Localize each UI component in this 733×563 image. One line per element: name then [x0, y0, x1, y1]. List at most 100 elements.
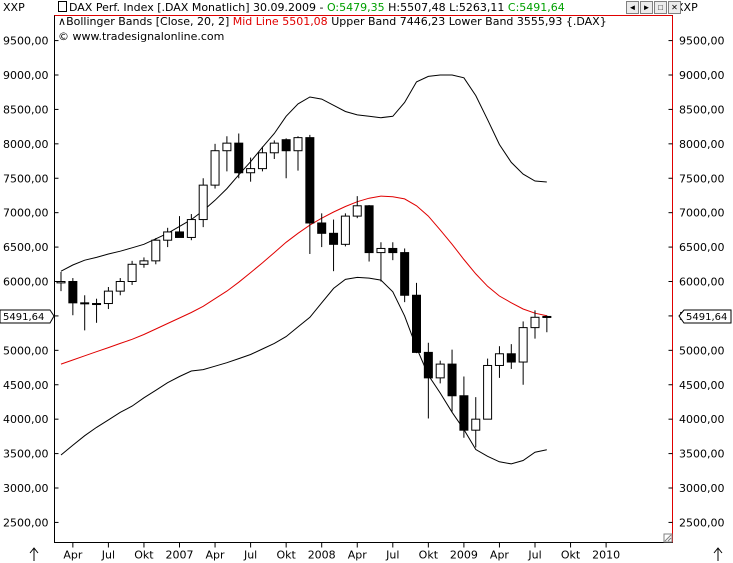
scroll-right-arrow-icon[interactable]: [713, 547, 723, 561]
candle: [80, 295, 90, 331]
y-tick-label-right: 6500,00: [679, 241, 725, 254]
scroll-left-arrow-icon[interactable]: [29, 547, 39, 561]
candle: [317, 213, 327, 248]
candle: [542, 315, 552, 333]
x-tick-label: 2008: [308, 549, 336, 562]
price-tag-left: 5491,64: [0, 309, 55, 324]
y-tick-label-left: 8500,00: [3, 103, 49, 116]
candle: [234, 133, 244, 179]
candle-body-up: [198, 184, 208, 221]
candle-body-up: [494, 353, 504, 366]
x-tick-label: Apr: [206, 549, 226, 562]
x-tick-label: Okt: [134, 549, 154, 562]
resize-grip-icon[interactable]: [663, 533, 673, 543]
y-tick-label-right: 4000,00: [679, 413, 725, 426]
y-tick-label-right: 7000,00: [679, 207, 725, 220]
candle-body-up: [186, 219, 196, 238]
candle-body-down: [400, 252, 410, 296]
maximize-button[interactable]: □: [654, 1, 667, 14]
candle-body-up: [293, 137, 303, 152]
candle-body-down: [447, 363, 457, 397]
y-tick-label-right: 9500,00: [679, 35, 725, 48]
window-buttons: ◄ ► □ ✕: [626, 1, 681, 14]
y-tick-label-right: 4500,00: [679, 379, 725, 392]
candle: [483, 358, 493, 420]
y-tick-label-left: 8000,00: [3, 138, 49, 151]
candle: [68, 278, 78, 316]
mid-line: [60, 195, 547, 365]
y-tick-label-right: 3500,00: [679, 448, 725, 461]
candle: [210, 143, 220, 189]
candle: [151, 238, 161, 265]
candle-body-up: [246, 168, 256, 174]
candle: [518, 321, 528, 385]
candle: [329, 219, 339, 272]
candle: [92, 298, 102, 323]
candle: [103, 287, 113, 310]
y-tick-label-left: 3000,00: [3, 482, 49, 495]
candle-body-up: [471, 418, 481, 431]
x-tick-label: Jul: [527, 549, 541, 562]
candle: [127, 260, 137, 285]
candle: [186, 214, 196, 241]
candle: [222, 136, 232, 172]
candle-body-up: [542, 315, 552, 318]
y-tick-label-left: 7000,00: [3, 207, 49, 220]
scroll-back-button[interactable]: ◄: [626, 1, 639, 14]
candle-body-up: [222, 142, 232, 152]
candle-body-up: [103, 290, 113, 305]
candle: [257, 146, 267, 172]
candle-body-up: [340, 215, 350, 245]
x-axis: Apr Jul Okt 2007 Apr Jul Okt 2008 Apr Jul Okt 2009 A…: [63, 542, 620, 562]
y-tick-label-right: 7500,00: [679, 172, 725, 185]
y-tick-label-right: 6000,00: [679, 276, 725, 289]
candle: [376, 242, 386, 282]
candles: [56, 133, 552, 448]
candle-body-down: [388, 247, 398, 254]
candle-body-down: [506, 353, 516, 363]
candle-body-down: [459, 395, 469, 431]
x-tick-label: Okt: [561, 549, 581, 562]
candle-body-down: [423, 351, 433, 379]
candle-body-up: [151, 239, 161, 262]
x-tick-label: Apr: [348, 549, 368, 562]
y-tick-label-right: 2500,00: [679, 516, 725, 529]
candle-body-down: [175, 231, 184, 238]
candle: [305, 134, 315, 254]
candle-body-up: [269, 142, 279, 154]
candle-body-up: [210, 150, 220, 186]
y-tick-label-left: 6000,00: [3, 276, 49, 289]
candle: [352, 196, 362, 219]
scroll-forward-button[interactable]: ►: [640, 1, 653, 14]
y-tick-label-left: 9000,00: [3, 69, 49, 82]
candle-body-up: [127, 263, 137, 282]
close-button[interactable]: ✕: [668, 1, 681, 14]
x-tick-label: 2007: [166, 549, 194, 562]
candle-body-down: [329, 232, 339, 245]
candle: [471, 397, 481, 448]
price-tag-right-label: 5491,64: [686, 312, 727, 323]
candle-body-up: [518, 327, 528, 363]
x-tick-label: Apr: [63, 549, 83, 562]
candle-body-down: [317, 222, 327, 234]
candle: [139, 257, 149, 268]
candle-body-up: [257, 152, 267, 170]
y-tick-label-left: 9500,00: [3, 35, 49, 48]
candle: [269, 140, 279, 159]
y-tick-label-right: 9000,00: [679, 69, 725, 82]
candle: [175, 216, 184, 238]
price-tag-right: 5491,64: [678, 309, 732, 324]
candle: [293, 136, 303, 171]
candle-body-down: [68, 281, 78, 304]
candle-body-up: [530, 316, 540, 329]
candle-body-up: [163, 231, 173, 241]
x-tick-label: Jul: [243, 549, 257, 562]
candle: [163, 227, 173, 248]
candle-body-down: [234, 142, 244, 174]
x-tick-label: Jul: [385, 549, 399, 562]
x-tick-label: Okt: [419, 549, 439, 562]
candle-body-up: [483, 364, 493, 420]
y-tick-label-left: 2500,00: [3, 516, 49, 529]
candle: [459, 376, 469, 438]
